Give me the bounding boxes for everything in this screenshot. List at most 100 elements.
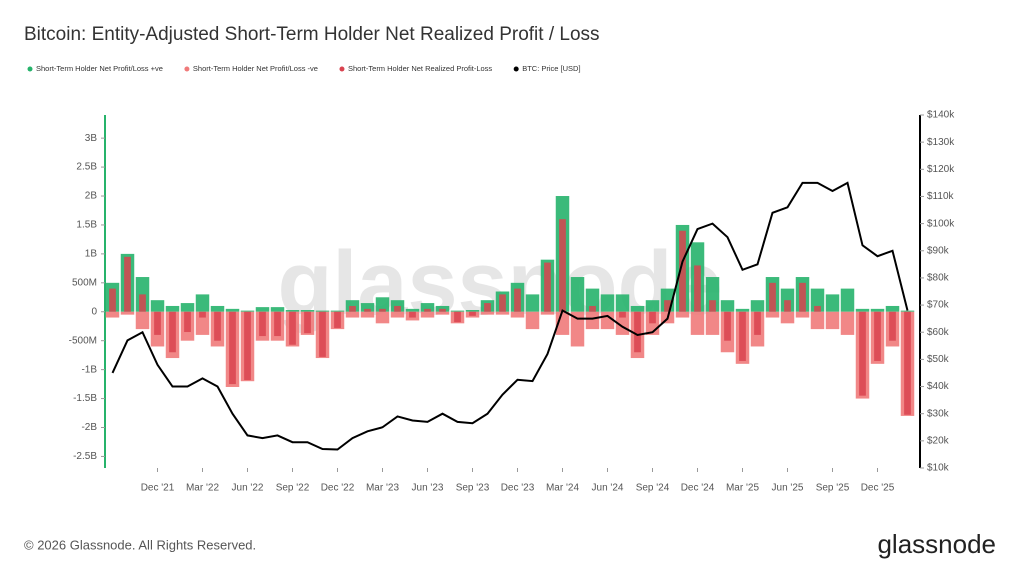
bar (285, 310, 300, 312)
legend-label: Short-Term Holder Net Profit/Loss +ve (36, 64, 163, 73)
x-tick-label: Dec '24 (681, 483, 715, 494)
bar (769, 282, 776, 312)
bar (480, 311, 495, 315)
bar (510, 311, 525, 318)
bar (135, 311, 150, 330)
y-tick-label: -2B (81, 422, 97, 433)
bar (799, 282, 806, 312)
bar (600, 294, 615, 312)
bar (825, 311, 840, 330)
x-tick-label: Dec '23 (501, 483, 535, 494)
y2-tick-label: $50k (927, 354, 950, 365)
price-line (111, 181, 909, 451)
bar (780, 311, 795, 324)
bar (570, 277, 585, 312)
bar (405, 308, 420, 312)
bar (255, 307, 270, 312)
bar (199, 311, 206, 318)
bar (484, 303, 491, 312)
y2-tick-label: $140k (927, 110, 955, 121)
bar (525, 294, 540, 312)
y2-tick-label: $100k (927, 218, 955, 229)
x-tick-label: Mar '23 (366, 483, 399, 494)
bar (150, 300, 165, 312)
bar (375, 297, 390, 312)
y2-tick-label: $60k (927, 327, 950, 338)
legend-label: Short-Term Holder Net Profit/Loss -ve (193, 64, 318, 73)
bar (304, 311, 311, 334)
bar (319, 311, 326, 357)
bar (525, 311, 540, 330)
bar (259, 311, 266, 337)
bar (514, 288, 521, 312)
bar (345, 311, 360, 318)
bar (409, 311, 416, 318)
bar (739, 311, 746, 361)
footer: © 2026 Glassnode. All Rights Reserved. (24, 537, 256, 552)
y-tick-label: -1B (81, 364, 97, 375)
bar (379, 308, 386, 312)
x-tick-label: Dec '22 (321, 483, 355, 494)
bar (559, 219, 566, 312)
bar (750, 300, 765, 312)
legend-marker (27, 66, 33, 72)
bar (360, 303, 375, 312)
bar (544, 262, 551, 312)
bar (840, 311, 855, 335)
legend-marker (184, 66, 190, 72)
bar (810, 311, 825, 330)
bar (630, 305, 645, 312)
y2-tick-label: $20k (927, 435, 950, 446)
bar (289, 311, 296, 345)
bar (364, 308, 371, 312)
bar (120, 311, 135, 315)
y2-tick-label: $30k (927, 408, 950, 419)
y2-tick-label: $130k (927, 137, 955, 148)
bar (885, 305, 900, 312)
bar (240, 310, 255, 312)
y-tick-label: 1B (85, 249, 98, 260)
bar (300, 310, 315, 312)
x-tick-label: Dec '25 (861, 483, 895, 494)
y-tick-label: -500M (69, 335, 97, 346)
bar (889, 311, 896, 341)
bar (870, 308, 885, 312)
bar (735, 308, 750, 312)
bar (694, 265, 701, 312)
bar (210, 305, 225, 312)
bar (315, 310, 330, 312)
bar (180, 303, 195, 312)
y2-tick-label: $120k (927, 164, 955, 175)
x-tick-label: Sep '22 (276, 483, 310, 494)
bar (589, 305, 596, 312)
bar (570, 311, 585, 347)
bar (454, 311, 461, 323)
y2-tick-label: $80k (927, 273, 950, 284)
x-tick-label: Jun '22 (232, 483, 264, 494)
bar (139, 294, 146, 312)
bar (814, 305, 821, 312)
bar (270, 307, 285, 312)
y-tick-label: 1.5B (76, 220, 97, 231)
bar (690, 311, 705, 335)
x-tick-label: Sep '23 (456, 483, 490, 494)
bar (679, 230, 686, 312)
y2-tick-label: $40k (927, 381, 950, 392)
bar (154, 311, 161, 335)
bar (795, 311, 810, 318)
logo: glassnode (877, 529, 996, 559)
y2-tick-label: $90k (927, 245, 950, 256)
x-tick-label: Sep '24 (636, 483, 670, 494)
y2-tick-label: $110k (927, 191, 955, 202)
bar (705, 311, 720, 335)
bar (424, 308, 431, 312)
y2-tick-label: $10k (927, 463, 950, 474)
bar (900, 310, 915, 312)
chart-title: Bitcoin: Entity-Adjusted Short-Term Hold… (24, 24, 600, 45)
y-tick-label: -1.5B (73, 393, 97, 404)
bar (165, 305, 180, 312)
bar (105, 311, 120, 318)
bar (274, 311, 281, 337)
bar (499, 294, 506, 312)
